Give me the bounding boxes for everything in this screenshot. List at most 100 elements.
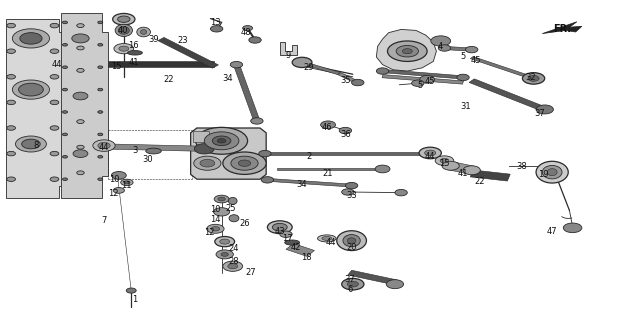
Polygon shape [158,37,219,68]
Circle shape [98,44,103,46]
Circle shape [7,75,15,79]
Circle shape [292,57,312,68]
Circle shape [113,188,124,193]
Text: 42: 42 [291,243,301,252]
Ellipse shape [228,197,237,204]
Circle shape [215,236,235,247]
Circle shape [339,127,352,134]
Text: 12: 12 [108,189,118,198]
Circle shape [7,23,15,28]
Ellipse shape [347,238,356,244]
Circle shape [77,120,84,124]
Ellipse shape [137,27,150,37]
Text: 45: 45 [470,56,480,65]
Circle shape [50,49,59,53]
Circle shape [12,29,50,48]
Ellipse shape [141,30,147,34]
Circle shape [77,24,84,28]
Circle shape [93,140,115,151]
Circle shape [425,150,436,156]
Text: 16: 16 [128,41,139,50]
Polygon shape [6,19,65,198]
Text: 20: 20 [347,243,357,252]
Circle shape [63,111,67,113]
Circle shape [98,21,103,24]
Circle shape [214,195,229,203]
Circle shape [212,136,231,146]
Text: 6: 6 [347,285,352,294]
Circle shape [375,165,390,173]
Polygon shape [376,29,436,71]
Circle shape [77,46,84,50]
Circle shape [228,264,238,269]
Polygon shape [306,63,340,75]
Circle shape [261,177,274,183]
Text: 25: 25 [225,204,235,213]
Circle shape [196,127,248,154]
Circle shape [111,172,126,179]
Circle shape [217,139,226,143]
Polygon shape [108,61,214,67]
Circle shape [342,189,354,195]
Text: 17: 17 [282,234,293,243]
Circle shape [20,33,42,44]
Circle shape [63,21,67,24]
Polygon shape [267,179,352,187]
Text: 15: 15 [111,62,121,71]
Circle shape [98,178,103,180]
Circle shape [457,74,469,81]
Text: 27: 27 [245,268,256,277]
Circle shape [121,179,133,186]
Text: 35: 35 [340,76,351,85]
Text: 3: 3 [132,146,137,155]
Text: 29: 29 [303,63,313,72]
Text: 4: 4 [438,42,443,51]
Circle shape [376,68,389,74]
Circle shape [63,44,67,46]
Polygon shape [191,128,266,179]
Ellipse shape [542,165,562,179]
Circle shape [272,223,287,231]
Circle shape [50,177,59,181]
Circle shape [124,181,130,184]
Circle shape [114,44,134,54]
Text: 2: 2 [307,152,312,161]
Circle shape [438,45,451,51]
Circle shape [220,239,230,244]
Text: 14: 14 [210,215,220,224]
Polygon shape [337,73,360,84]
Text: 9: 9 [285,52,290,60]
Circle shape [204,132,239,150]
Circle shape [63,178,67,180]
Circle shape [420,76,435,83]
Text: 46: 46 [321,124,332,132]
Circle shape [77,171,84,175]
Circle shape [249,37,261,43]
Circle shape [12,80,50,99]
Polygon shape [233,64,260,121]
Ellipse shape [118,27,129,34]
Text: 5: 5 [461,52,465,61]
Circle shape [211,227,220,231]
Polygon shape [448,162,475,174]
Text: 8: 8 [33,141,38,150]
Text: 24: 24 [229,244,239,253]
Circle shape [119,46,129,51]
Text: 7: 7 [102,216,106,225]
Circle shape [223,152,266,174]
Text: 37: 37 [534,109,545,118]
Text: 37: 37 [344,275,355,284]
Polygon shape [469,79,547,111]
Bar [193,131,209,142]
Ellipse shape [285,240,300,245]
Circle shape [230,61,243,68]
Text: 15: 15 [439,159,449,168]
Circle shape [420,150,435,157]
Polygon shape [444,46,472,51]
Circle shape [463,166,480,175]
Circle shape [73,150,88,157]
Circle shape [118,16,130,22]
Circle shape [386,280,404,289]
Text: 40: 40 [118,26,128,35]
Circle shape [50,23,59,28]
